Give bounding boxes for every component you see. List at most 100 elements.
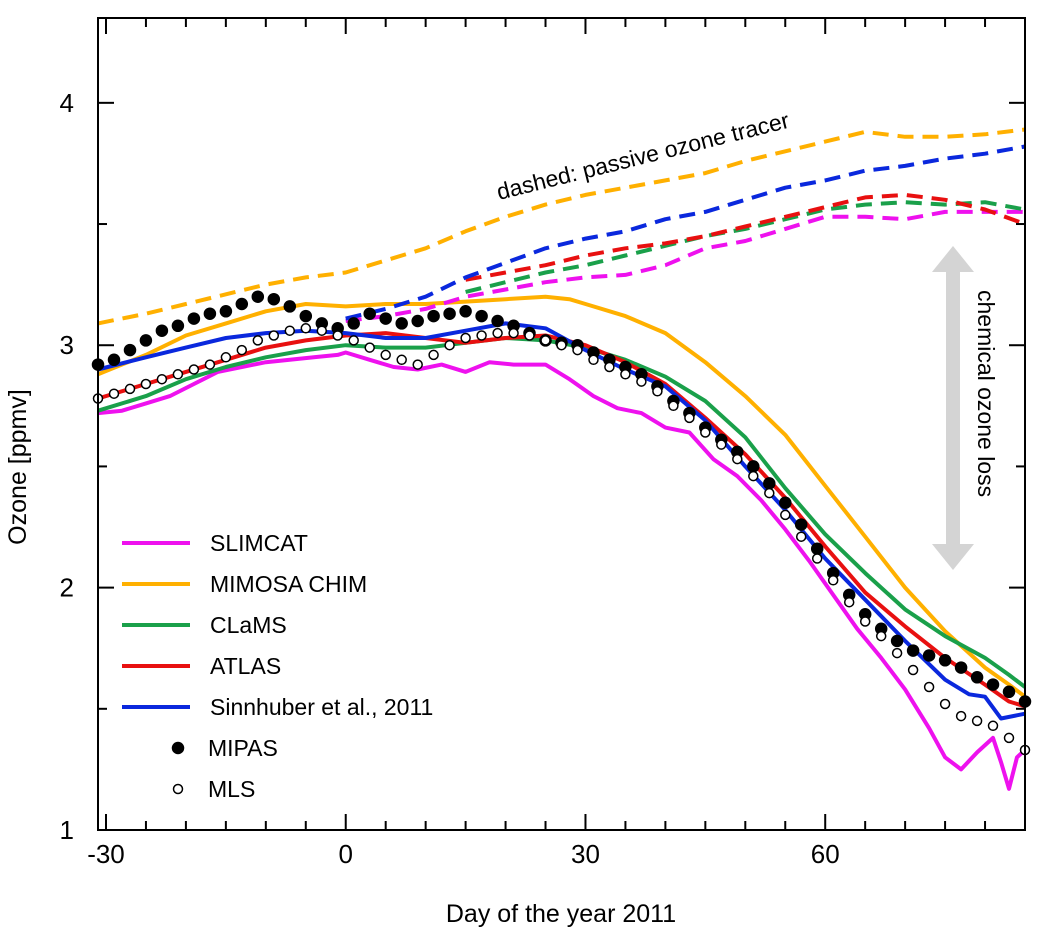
point-mls — [620, 369, 631, 380]
legend-label: ATLAS — [210, 653, 281, 679]
point-mls — [891, 647, 903, 659]
point-mls — [428, 349, 439, 361]
point-mipas — [970, 671, 984, 684]
point-mipas — [763, 477, 776, 490]
point-mls — [875, 630, 887, 642]
point-mipas — [986, 678, 1000, 691]
y-tick-label: 3 — [60, 330, 74, 360]
point-mipas — [155, 324, 169, 337]
point-mls — [108, 388, 120, 399]
point-mls — [556, 339, 567, 351]
point-mipas — [954, 661, 968, 674]
x-tick-label: 30 — [571, 839, 600, 869]
y-tick-label: 4 — [60, 88, 74, 118]
point-mls — [380, 349, 391, 361]
legend-item-mipas: MIPAS — [171, 735, 278, 761]
point-mls — [795, 531, 807, 542]
point-mls — [923, 681, 935, 693]
point-mls — [827, 575, 839, 586]
point-mipas — [187, 312, 201, 325]
point-mipas — [139, 334, 153, 347]
point-mls — [588, 354, 599, 366]
point-mls — [764, 487, 775, 499]
point-mls — [492, 327, 503, 339]
point-mls — [780, 509, 791, 521]
point-mls — [684, 412, 695, 424]
point-mls — [939, 698, 951, 710]
point-mls — [540, 335, 551, 346]
point-mls — [652, 386, 663, 397]
point-mls — [732, 453, 743, 465]
point-mipas — [283, 300, 297, 313]
series-line-sinnhuber-passive — [345, 144, 1026, 321]
point-mls — [268, 330, 280, 341]
point-mipas — [219, 305, 233, 318]
point-mls — [188, 364, 200, 375]
point-mipas — [475, 309, 488, 323]
legend-label: MIMOSA CHIM — [210, 571, 367, 597]
series-line-atlas — [97, 331, 1026, 709]
point-mipas — [491, 314, 504, 328]
series-line-atlas-passive — [465, 192, 1026, 282]
point-mipas — [810, 542, 824, 556]
point-mipas — [459, 305, 472, 318]
legend-label: MLS — [208, 776, 255, 802]
point-mls — [140, 378, 152, 390]
point-mipas — [890, 634, 904, 648]
point-mipas — [171, 319, 185, 333]
point-mipas — [379, 312, 392, 325]
chemical-ozone-loss-annotation: chemical ozone loss — [973, 290, 999, 497]
point-mls — [284, 325, 296, 336]
point-mipas — [1002, 685, 1016, 699]
point-mls — [220, 352, 232, 363]
point-mls — [1003, 732, 1015, 744]
point-mls — [811, 553, 823, 564]
point-mipas — [299, 309, 313, 323]
point-mipas — [794, 518, 808, 531]
x-tick-label: -30 — [87, 839, 125, 869]
point-mipas — [347, 317, 360, 330]
legend-item-atlas: ATLAS — [122, 653, 281, 679]
point-mipas — [427, 309, 440, 323]
point-mls — [236, 344, 248, 356]
y-axis-title: Ozone [ppmv] — [4, 389, 32, 545]
point-mls — [332, 330, 343, 341]
point-mipas — [395, 317, 408, 330]
point-mls — [716, 439, 727, 450]
x-tick-label: 60 — [811, 839, 840, 869]
passive-tracer-annotation: dashed: passive ozone tracer — [494, 107, 792, 205]
point-mls — [460, 332, 471, 344]
y-tick-label: 2 — [60, 573, 74, 603]
point-mls — [476, 330, 487, 341]
point-mls — [859, 616, 871, 627]
legend: SLIMCAT MIMOSA CHIM CLaMS ATLAS Sinnhuber et… — [122, 530, 433, 802]
point-mls — [444, 339, 455, 351]
point-mls — [508, 327, 519, 339]
point-mls — [748, 470, 759, 482]
point-mls — [396, 354, 407, 366]
point-mls — [348, 335, 359, 346]
point-mipas — [779, 496, 792, 510]
point-mipas — [443, 307, 456, 320]
point-mls — [412, 359, 423, 370]
legend-item-mls: MLS — [172, 776, 255, 802]
point-mls — [124, 383, 136, 395]
series-line-clams — [97, 336, 1027, 689]
point-mipas — [235, 297, 249, 311]
point-mls — [636, 376, 647, 387]
legend-item-sinnhuber-et-al-2011: Sinnhuber et al., 2011 — [122, 694, 433, 720]
point-mls — [300, 323, 312, 334]
legend-item-mimosa-chim: MIMOSA CHIM — [122, 571, 367, 597]
legend-item-slimcat: SLIMCAT — [122, 530, 308, 556]
point-mls — [668, 400, 679, 412]
point-mls — [907, 664, 919, 676]
point-mipas — [123, 343, 137, 357]
series-line-slimcat — [97, 350, 1027, 791]
point-mls — [971, 715, 983, 727]
point-mipas — [363, 307, 376, 320]
legend-label: SLIMCAT — [210, 530, 308, 556]
chemical-ozone-loss-arrow — [932, 246, 974, 570]
point-mipas — [251, 290, 265, 303]
legend-label: MIPAS — [208, 735, 278, 761]
